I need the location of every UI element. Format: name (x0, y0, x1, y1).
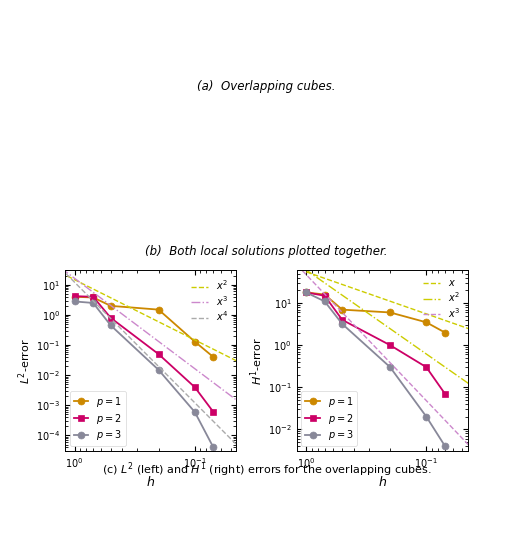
$p=3$ (192, 409, 198, 415)
$p=3$ (155, 367, 162, 373)
$p=2$ (90, 294, 96, 300)
$p=1$ (155, 307, 162, 313)
Y-axis label: $H^1$-error: $H^1$-error (249, 337, 265, 385)
$p=2$ (387, 342, 393, 349)
$p=1$ (210, 354, 216, 360)
X-axis label: $h$: $h$ (378, 476, 387, 490)
$p=2$ (155, 351, 162, 357)
$p=3$ (423, 413, 430, 420)
Line: $p=1$: $p=1$ (303, 289, 448, 336)
$p=1$ (387, 309, 393, 316)
X-axis label: $h$: $h$ (146, 476, 155, 490)
Line: $p=1$: $p=1$ (71, 293, 217, 360)
$p=1$ (442, 329, 448, 336)
$p=1$ (71, 294, 77, 300)
$p=1$ (339, 307, 345, 313)
$p=2$ (192, 384, 198, 391)
$p=2$ (321, 293, 328, 299)
Line: $p=3$: $p=3$ (303, 289, 448, 449)
Line: $p=2$: $p=2$ (71, 293, 217, 415)
$p=3$ (442, 443, 448, 449)
$p=3$ (108, 322, 114, 329)
$p=1$ (90, 294, 96, 301)
$p=2$ (303, 289, 309, 295)
$p=3$ (71, 298, 77, 305)
$p=1$ (192, 338, 198, 345)
$p=2$ (423, 364, 430, 370)
$p=3$ (90, 300, 96, 306)
$p=2$ (108, 315, 114, 321)
Text: (a)  Overlapping cubes.: (a) Overlapping cubes. (197, 80, 336, 94)
$p=2$ (210, 409, 216, 415)
$p=2$ (71, 293, 77, 299)
Line: $p=2$: $p=2$ (303, 289, 448, 397)
$p=1$ (108, 303, 114, 309)
Y-axis label: $L^2$-error: $L^2$-error (17, 338, 33, 384)
$p=2$ (339, 317, 345, 323)
$p=3$ (321, 298, 328, 305)
Legend: $x^2$, $x^3$, $x^4$: $x^2$, $x^3$, $x^4$ (188, 275, 231, 327)
Legend: $x$, $x^2$, $x^3$: $x$, $x^2$, $x^3$ (420, 275, 463, 323)
Text: (c) $L^2$ (left) and $H^1$ (right) errors for the overlapping cubes.: (c) $L^2$ (left) and $H^1$ (right) error… (102, 461, 431, 479)
$p=1$ (321, 291, 328, 298)
$p=2$ (442, 391, 448, 397)
$p=1$ (303, 289, 309, 295)
$p=3$ (210, 444, 216, 451)
Text: (b)  Both local solutions plotted together.: (b) Both local solutions plotted togethe… (145, 245, 388, 258)
$p=3$ (387, 364, 393, 370)
Line: $p=3$: $p=3$ (71, 298, 217, 451)
$p=1$ (423, 319, 430, 325)
$p=3$ (303, 289, 309, 295)
$p=3$ (339, 321, 345, 327)
